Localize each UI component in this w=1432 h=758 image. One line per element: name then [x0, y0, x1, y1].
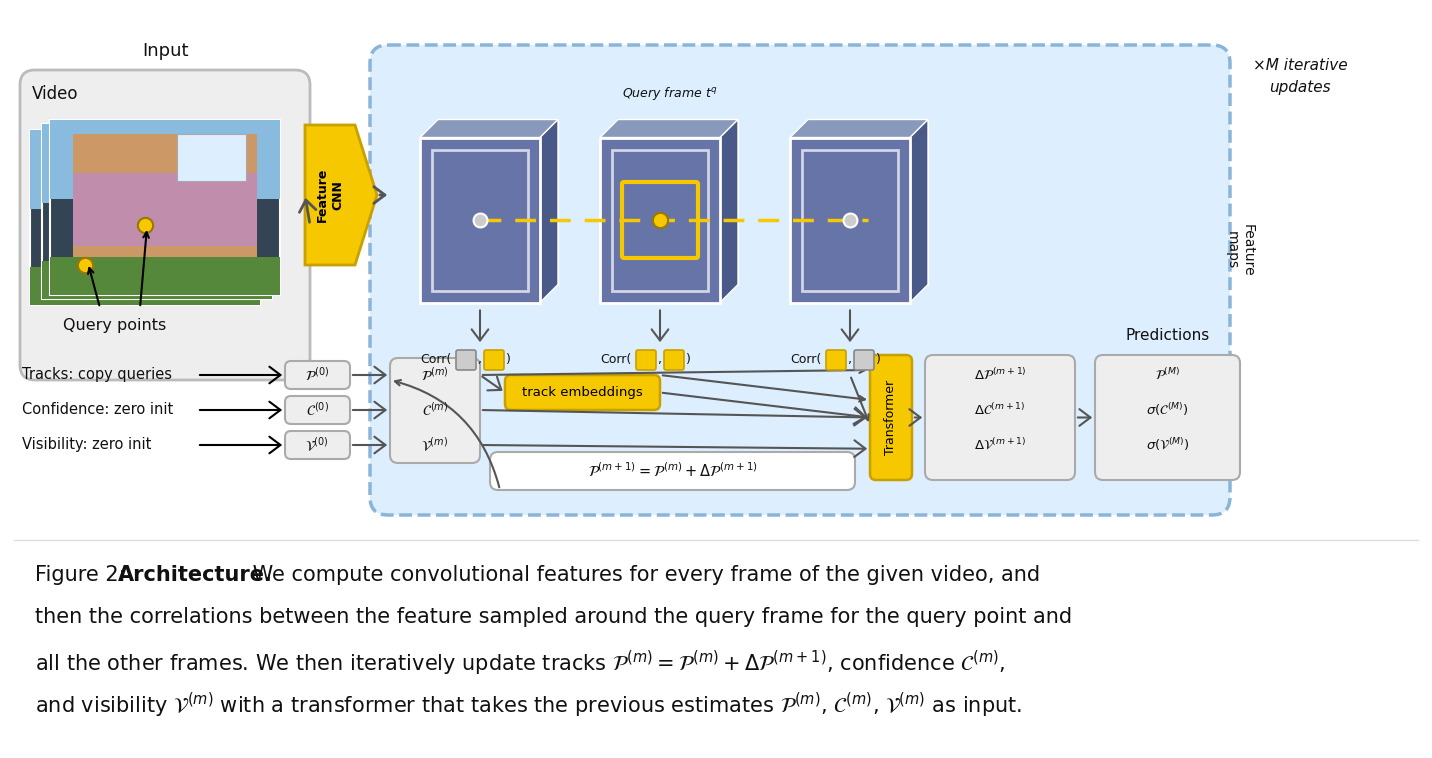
Text: Corr(: Corr(: [600, 353, 632, 367]
FancyBboxPatch shape: [1095, 355, 1240, 480]
Text: $\mathcal{P}^{(m)}$: $\mathcal{P}^{(m)}$: [421, 366, 448, 384]
Text: We compute convolutional features for every frame of the given video, and: We compute convolutional features for ev…: [246, 565, 1040, 585]
Polygon shape: [909, 120, 928, 302]
Polygon shape: [30, 267, 261, 305]
Text: track embeddings: track embeddings: [523, 386, 643, 399]
Text: ,: ,: [478, 353, 483, 367]
Text: $\mathcal{P}^{(m+1)} = \mathcal{P}^{(m)} + \Delta\mathcal{P}^{(m+1)}$: $\mathcal{P}^{(m+1)} = \mathcal{P}^{(m)}…: [587, 462, 758, 481]
Text: then the correlations between the feature sampled around the query frame for the: then the correlations between the featur…: [34, 607, 1073, 627]
Text: all the other frames. We then iteratively update tracks $\mathcal{P}^{(m)} = \ma: all the other frames. We then iterativel…: [34, 649, 1005, 678]
Text: Feature
CNN: Feature CNN: [316, 168, 344, 222]
Text: Corr(: Corr(: [420, 353, 451, 367]
Text: $\Delta\mathcal{P}^{(m+1)}$: $\Delta\mathcal{P}^{(m+1)}$: [974, 367, 1027, 383]
Text: $\mathcal{C}^{(0)}$: $\mathcal{C}^{(0)}$: [305, 401, 328, 419]
Polygon shape: [30, 130, 261, 305]
Polygon shape: [790, 137, 909, 302]
Text: $\sigma(\mathcal{V}^{(M)})$: $\sigma(\mathcal{V}^{(M)})$: [1146, 437, 1190, 453]
Polygon shape: [720, 120, 737, 302]
Text: $\mathcal{P}^{(M)}$: $\mathcal{P}^{(M)}$: [1154, 367, 1180, 383]
Polygon shape: [64, 177, 249, 250]
Polygon shape: [30, 130, 261, 208]
Text: $\mathcal{P}^{(0)}$: $\mathcal{P}^{(0)}$: [305, 366, 329, 384]
Polygon shape: [176, 134, 245, 181]
Text: Predictions: Predictions: [1126, 328, 1210, 343]
FancyBboxPatch shape: [826, 350, 846, 370]
FancyBboxPatch shape: [369, 45, 1230, 515]
Polygon shape: [50, 120, 281, 199]
Polygon shape: [600, 137, 720, 302]
Text: Query frame $t^q$: Query frame $t^q$: [621, 86, 717, 102]
Text: $\Delta\mathcal{V}^{(m+1)}$: $\Delta\mathcal{V}^{(m+1)}$: [974, 437, 1027, 453]
Text: $\mathcal{V}^{(m)}$: $\mathcal{V}^{(m)}$: [421, 436, 448, 454]
Polygon shape: [305, 125, 377, 265]
Polygon shape: [53, 144, 238, 267]
Polygon shape: [808, 120, 928, 284]
FancyBboxPatch shape: [390, 358, 480, 463]
FancyBboxPatch shape: [490, 452, 855, 490]
Polygon shape: [438, 120, 558, 284]
FancyBboxPatch shape: [853, 350, 874, 370]
FancyBboxPatch shape: [285, 361, 349, 389]
Text: Figure 2:: Figure 2:: [34, 565, 132, 585]
FancyBboxPatch shape: [664, 350, 684, 370]
Text: Tracks: copy queries: Tracks: copy queries: [21, 368, 172, 383]
FancyBboxPatch shape: [925, 355, 1075, 480]
Text: $\sigma(\mathcal{C}^{(M)})$: $\sigma(\mathcal{C}^{(M)})$: [1146, 402, 1189, 418]
FancyBboxPatch shape: [484, 350, 504, 370]
Text: Visibility: zero init: Visibility: zero init: [21, 437, 152, 453]
Polygon shape: [64, 138, 249, 261]
Text: Corr(: Corr(: [790, 353, 821, 367]
FancyBboxPatch shape: [455, 350, 475, 370]
Polygon shape: [50, 256, 281, 295]
Text: updates: updates: [1269, 80, 1330, 95]
FancyBboxPatch shape: [285, 396, 349, 424]
Polygon shape: [50, 120, 281, 295]
Polygon shape: [790, 120, 928, 137]
Polygon shape: [42, 261, 272, 299]
Text: ,: ,: [848, 353, 852, 367]
Text: Architecture.: Architecture.: [117, 565, 274, 585]
Polygon shape: [540, 120, 558, 302]
Text: Video: Video: [32, 85, 79, 103]
Text: Feature
maps: Feature maps: [1224, 224, 1254, 277]
Text: and visibility $\mathcal{V}^{(m)}$ with a transformer that takes the previous es: and visibility $\mathcal{V}^{(m)}$ with …: [34, 691, 1022, 720]
Text: ): ): [505, 353, 511, 367]
Text: $\mathcal{V}^{(0)}$: $\mathcal{V}^{(0)}$: [305, 436, 329, 454]
Text: ,: ,: [657, 353, 662, 367]
Text: ×M iterative: ×M iterative: [1253, 58, 1348, 73]
Text: Confidence: zero init: Confidence: zero init: [21, 402, 173, 418]
FancyBboxPatch shape: [20, 70, 309, 380]
FancyBboxPatch shape: [505, 375, 660, 410]
Polygon shape: [619, 120, 737, 284]
FancyBboxPatch shape: [871, 355, 912, 480]
Polygon shape: [169, 138, 238, 185]
Text: $\Delta\mathcal{C}^{(m+1)}$: $\Delta\mathcal{C}^{(m+1)}$: [974, 402, 1025, 418]
Text: ): ): [686, 353, 690, 367]
Polygon shape: [156, 144, 225, 191]
Polygon shape: [73, 173, 256, 246]
Polygon shape: [42, 124, 272, 202]
Polygon shape: [420, 120, 558, 137]
Polygon shape: [600, 120, 737, 137]
Polygon shape: [53, 183, 238, 256]
Text: Query points: Query points: [63, 318, 166, 333]
Text: ): ): [876, 353, 881, 367]
Polygon shape: [420, 137, 540, 302]
FancyBboxPatch shape: [636, 350, 656, 370]
FancyBboxPatch shape: [285, 431, 349, 459]
Polygon shape: [42, 124, 272, 299]
Polygon shape: [73, 134, 256, 256]
Text: Input: Input: [142, 42, 188, 60]
Text: Transformer: Transformer: [885, 380, 898, 455]
Text: $\mathcal{C}^{(m)}$: $\mathcal{C}^{(m)}$: [422, 401, 448, 419]
